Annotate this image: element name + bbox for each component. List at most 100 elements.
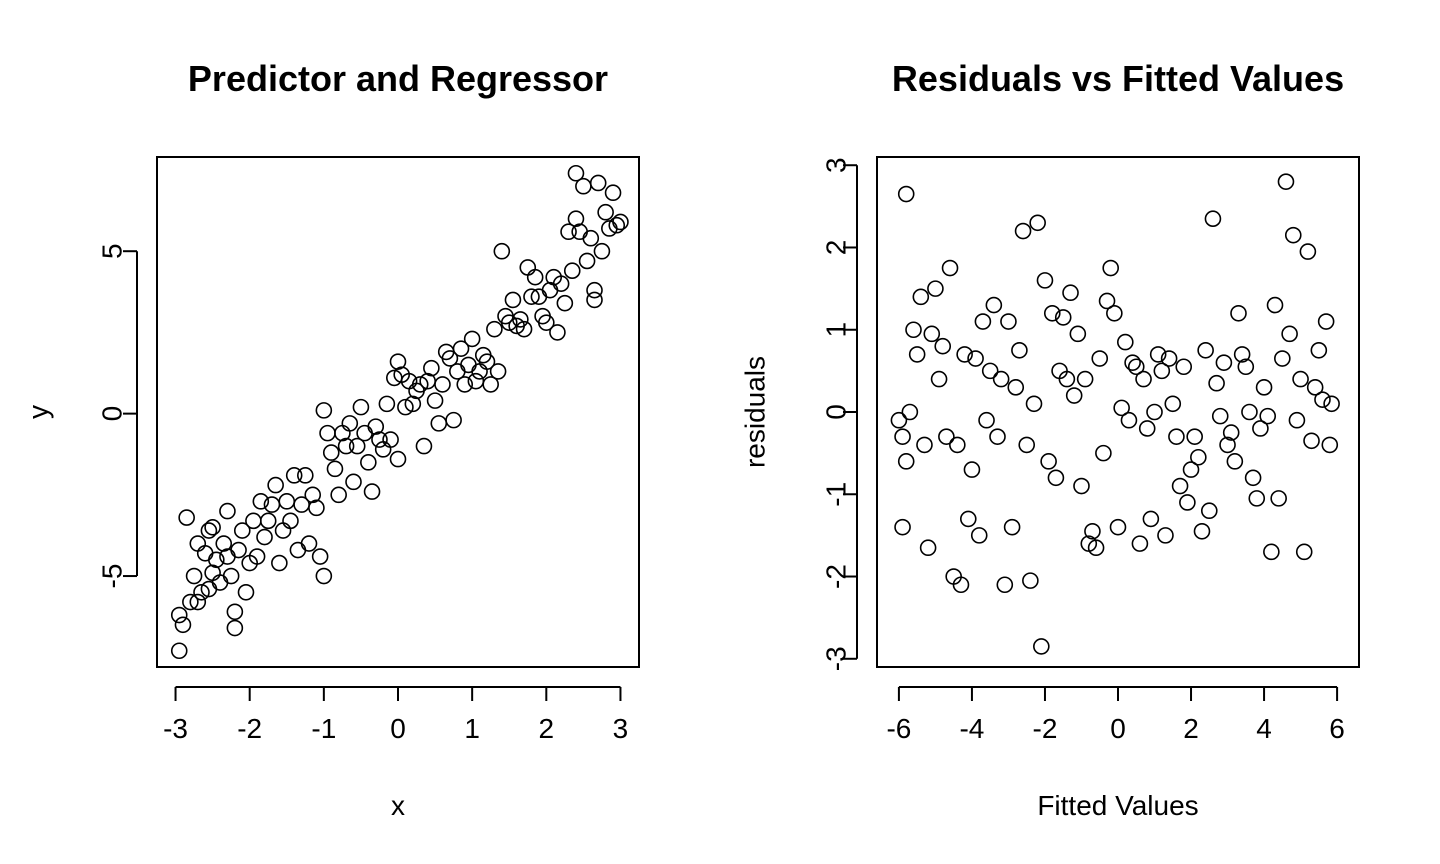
data-point (426, 392, 444, 409)
data-point (1171, 477, 1189, 495)
x-axis-label: Fitted Values (1037, 790, 1198, 821)
y-tick-label: 1 (821, 322, 852, 338)
data-point (538, 314, 555, 331)
data-point (285, 467, 303, 484)
data-point (1248, 490, 1266, 507)
data-point (452, 340, 470, 357)
data-point (493, 242, 511, 260)
data-point (985, 296, 1003, 314)
data-point (1102, 259, 1119, 277)
data-point (1007, 379, 1025, 396)
y-tick-label: 2 (821, 240, 852, 256)
data-point (1025, 395, 1043, 413)
y-tick-label: -1 (821, 482, 852, 507)
data-point (608, 216, 626, 234)
data-point (1303, 432, 1320, 450)
data-point (1244, 469, 1262, 487)
data-point (1018, 436, 1036, 454)
data-point (996, 576, 1014, 594)
data-point (170, 606, 188, 624)
y-tick-label: 0 (821, 404, 852, 420)
data-point (556, 294, 574, 312)
data-point (500, 314, 518, 331)
data-point (274, 522, 292, 539)
data-point (397, 398, 414, 416)
data-point (1222, 424, 1240, 441)
data-point (322, 444, 340, 461)
data-point (523, 288, 540, 305)
data-point (1179, 494, 1196, 511)
data-point (578, 252, 596, 270)
data-point (1310, 342, 1328, 359)
data-point (959, 510, 977, 528)
data-point (930, 370, 948, 388)
data-point (415, 437, 433, 455)
x-axis-label: x (391, 790, 405, 821)
data-point (456, 376, 474, 393)
data-point (178, 509, 195, 526)
data-point (1274, 350, 1291, 367)
data-point (571, 223, 588, 241)
data-point (1157, 527, 1174, 544)
data-point (182, 593, 199, 611)
data-point (1014, 222, 1032, 240)
data-point (1160, 350, 1178, 367)
data-point (919, 539, 937, 557)
x-tick-label: -3 (163, 713, 188, 744)
data-point (189, 535, 207, 552)
data-point (593, 242, 611, 260)
data-point (1117, 333, 1134, 351)
data-point (589, 174, 607, 192)
data-point (1095, 444, 1112, 462)
data-point (1263, 543, 1280, 561)
data-point (356, 424, 373, 442)
x-tick-label: 0 (390, 713, 406, 744)
data-point (389, 353, 407, 370)
data-point (237, 583, 255, 601)
data-point (193, 583, 210, 601)
data-point (460, 356, 477, 374)
data-point (430, 415, 448, 432)
data-point (908, 346, 926, 363)
data-point (196, 545, 214, 562)
data-point (441, 350, 459, 367)
data-point (252, 493, 270, 510)
data-point (1211, 407, 1229, 425)
data-point (371, 431, 388, 448)
data-point (326, 460, 344, 478)
data-point (486, 320, 503, 338)
y-tick-label: 0 (97, 406, 128, 422)
data-point (1127, 358, 1145, 376)
data-point (341, 415, 359, 432)
data-point (956, 346, 973, 363)
data-point (204, 519, 221, 536)
data-point (1091, 350, 1109, 367)
x-tick-label: -6 (886, 713, 911, 744)
data-point (1146, 403, 1163, 421)
data-point (1281, 325, 1298, 343)
data-point (938, 428, 955, 445)
data-point (170, 642, 188, 660)
data-point (612, 213, 629, 231)
data-point (345, 473, 362, 491)
data-point (597, 203, 614, 221)
data-point (1252, 420, 1269, 437)
data-point (1314, 391, 1331, 408)
data-point (489, 363, 507, 380)
data-point (1033, 638, 1050, 655)
data-point (248, 548, 266, 565)
data-point (974, 313, 992, 330)
y-axis-label: residuals (740, 356, 771, 468)
data-point (1069, 325, 1087, 343)
data-point (360, 454, 377, 471)
data-point (1022, 572, 1039, 589)
data-point (1200, 502, 1218, 520)
data-point (434, 376, 451, 393)
x-tick-label: 1 (464, 713, 480, 744)
x-tick-label: 2 (1183, 713, 1199, 744)
data-point (1284, 226, 1302, 244)
data-point (463, 330, 481, 348)
data-point (575, 177, 592, 195)
data-point (586, 281, 603, 299)
